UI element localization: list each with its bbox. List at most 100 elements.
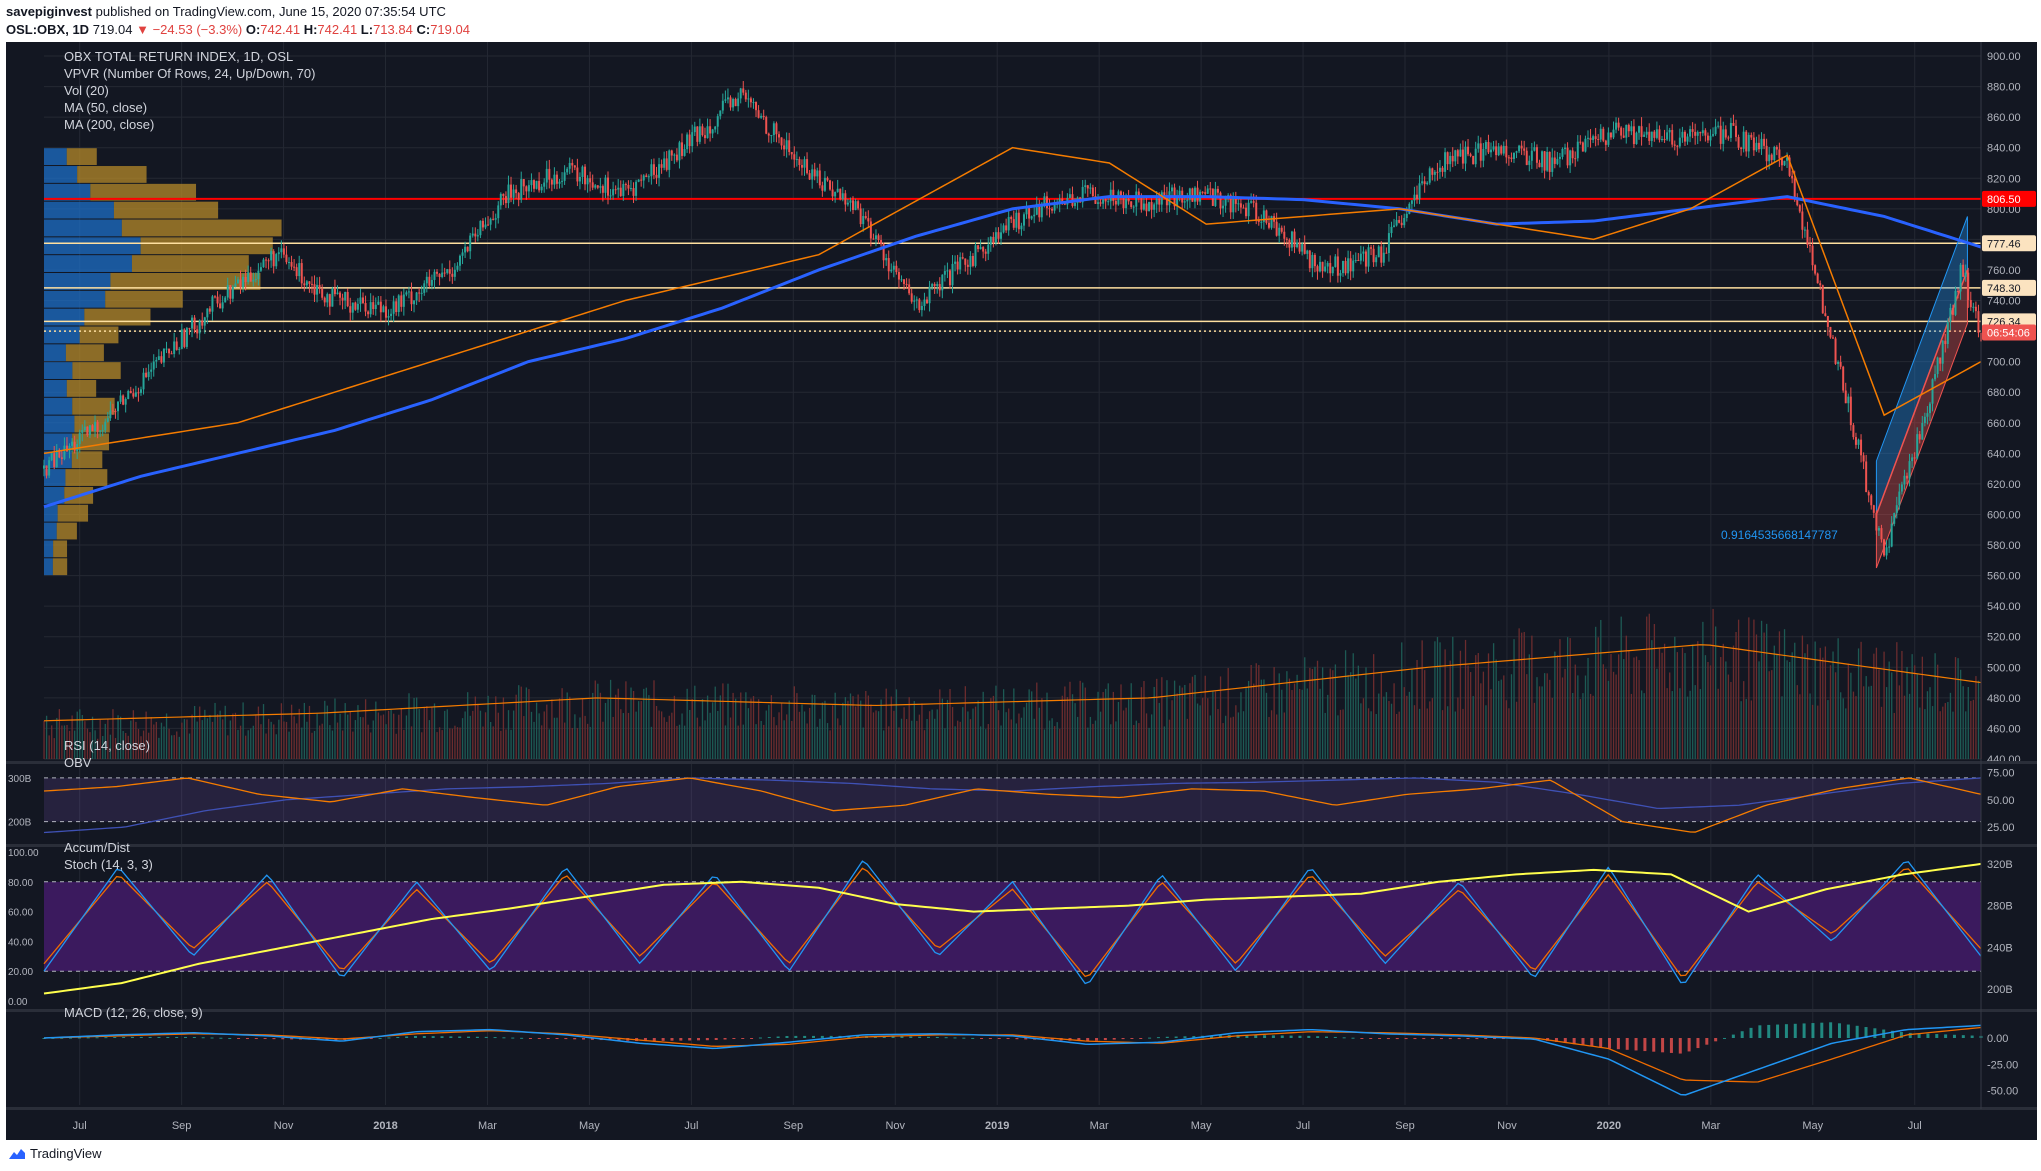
legend-vpvr[interactable]: VPVR (Number Of Rows, 24, Up/Down, 70) [64, 66, 315, 81]
candle-body [525, 186, 528, 192]
candle-body [295, 267, 298, 277]
candle-body [466, 246, 469, 252]
legend-obv[interactable]: OBV [64, 755, 92, 770]
candle-body [974, 245, 977, 266]
volume-bar [1163, 726, 1166, 759]
candle-body [1051, 208, 1054, 211]
volume-bar [880, 699, 882, 759]
macd-histogram-bar [1714, 1038, 1718, 1042]
legend-stoch[interactable]: Stoch (14, 3, 3) [64, 857, 153, 872]
volume-bar [1480, 683, 1482, 759]
price-tick-label: 640.00 [1987, 448, 2021, 460]
volume-bar [250, 728, 252, 759]
volume-bar [1426, 708, 1428, 759]
macd-histogram-bar [413, 1035, 417, 1038]
volume-bar [1566, 637, 1569, 759]
macd-histogram-bar [1077, 1038, 1081, 1041]
chart-area[interactable]: 440.00 460.00 480.00 500.00 520.00 540.00 560.… [6, 42, 2037, 1140]
legend-vol[interactable]: Vol (20) [64, 83, 109, 98]
pane-separator[interactable] [6, 844, 2037, 847]
vpvr-down-row [72, 397, 115, 415]
volume-bar [53, 738, 55, 759]
candle-body [813, 169, 816, 177]
macd-histogram-bar [467, 1036, 471, 1038]
volume-bar [941, 698, 944, 759]
volume-bar [745, 692, 747, 759]
volume-bar [862, 727, 864, 759]
legend-macd[interactable]: MACD (12, 26, close, 9) [64, 1005, 203, 1020]
legend-rsi[interactable]: RSI (14, close) [64, 738, 150, 753]
pane-separator[interactable] [6, 1009, 2037, 1012]
candle-body [607, 177, 610, 196]
volume-bar [137, 729, 140, 759]
candle-body [1505, 145, 1508, 158]
candle-body [1413, 194, 1416, 201]
volume-bar [1929, 687, 1931, 759]
candle-body [851, 200, 854, 210]
candle-body [1222, 205, 1225, 209]
candle-body [1022, 214, 1025, 226]
macd-histogram-bar [953, 1037, 957, 1039]
macd-histogram-bar [1192, 1036, 1196, 1038]
candle-body [660, 164, 663, 168]
volume-bar [816, 726, 818, 759]
legend-accum[interactable]: Accum/Dist [64, 840, 130, 855]
volume-bar [74, 730, 76, 759]
macd-pane[interactable] [42, 1022, 1983, 1096]
candle-body [88, 425, 91, 436]
volume-bar [1556, 655, 1559, 759]
macd-histogram-bar [1873, 1028, 1877, 1038]
horizontal-levels[interactable] [44, 197, 1981, 332]
candle-body [1941, 340, 1944, 364]
volume-bar [1888, 661, 1890, 759]
volume-bar [1436, 637, 1439, 759]
stoch-tick-label: 60.00 [8, 908, 33, 919]
pane-separator[interactable] [6, 1107, 2037, 1110]
candle-body [270, 251, 273, 261]
volume-bar [505, 729, 507, 759]
footer-brand[interactable]: TradingView [30, 1146, 102, 1161]
chart-svg[interactable]: 440.00460.00480.00500.00520.00540.00560.… [6, 42, 2037, 1140]
candle-body [1528, 160, 1531, 165]
candle-body [1525, 150, 1528, 165]
volume-bar [740, 692, 742, 759]
candle-body [844, 193, 847, 205]
pane-separators[interactable] [6, 42, 2037, 1110]
macd-histogram-bar [537, 1038, 541, 1039]
obv-tick-label: 300B [8, 774, 32, 785]
candle-body [1783, 160, 1786, 166]
legend-ma200[interactable]: MA (200, close) [64, 117, 154, 132]
candle-body [1135, 191, 1138, 207]
candle-body [714, 126, 717, 130]
volume-bar [607, 699, 609, 759]
volume-bar [770, 695, 773, 759]
volume-bar [671, 712, 673, 759]
vpvr-up-row [44, 148, 67, 166]
author-name[interactable]: savepiginvest [6, 4, 92, 19]
candle-body [982, 247, 985, 252]
pane-separator[interactable] [6, 761, 2037, 764]
candle-body [1490, 149, 1493, 153]
candle-body [1500, 146, 1503, 154]
volume-bar [1623, 659, 1625, 759]
volume-bar [372, 720, 374, 759]
volume-bar [1865, 676, 1867, 759]
candle-body [512, 189, 515, 198]
macd-histogram-bar [617, 1038, 621, 1041]
volume-bar [43, 720, 45, 759]
candle-body [160, 356, 163, 363]
rsi-pane[interactable] [43, 777, 1982, 834]
stoch-pane[interactable] [43, 860, 1982, 995]
rsi-tick-label: 25.00 [1987, 822, 2015, 834]
candle-body [849, 200, 852, 203]
volume-bar [1908, 693, 1911, 759]
volume-bar [1579, 699, 1582, 759]
volume-bar [931, 709, 933, 759]
moving-averages [43, 146, 1982, 509]
volume-bar [334, 698, 336, 759]
macd-histogram-bar [272, 1038, 276, 1040]
candle-body [829, 180, 832, 190]
legend-ma50[interactable]: MA (50, close) [64, 100, 147, 115]
volume-bar [1148, 727, 1150, 759]
volume-bar [1421, 640, 1423, 759]
